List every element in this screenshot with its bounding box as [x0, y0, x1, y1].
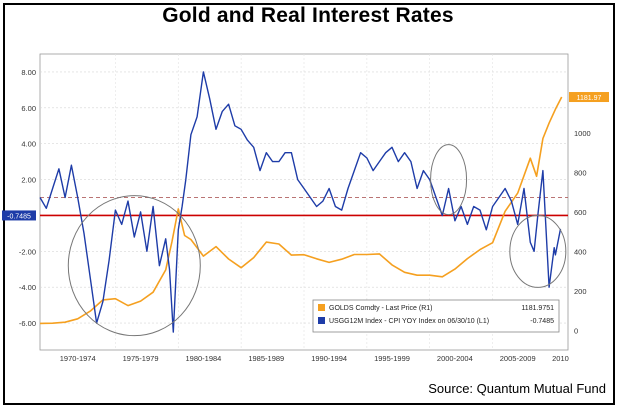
- right-tick-label: 600: [574, 208, 587, 217]
- real-rate-series: [39, 71, 562, 333]
- gridlines: [40, 54, 568, 350]
- legend-value: 1181.9751: [521, 305, 554, 312]
- legend-swatch: [318, 317, 325, 324]
- x-tick-label: 1990-1994: [311, 354, 347, 363]
- legend-box: [312, 299, 560, 333]
- left-tick-label: 6.00: [21, 104, 36, 113]
- gold-price-line: [39, 96, 563, 325]
- x-tick-label: 2000-2004: [437, 354, 473, 363]
- chart-title: Gold and Real Interest Rates: [162, 4, 454, 27]
- legend-swatch: [318, 304, 325, 311]
- legend-label: USGG12M Index - CPI YOY Index on 06/30/1…: [329, 318, 489, 325]
- annotation-circle: [430, 144, 468, 216]
- x-tick-label: 1995-1999: [374, 354, 410, 363]
- right-value-marker-label: 1181.97: [577, 95, 602, 102]
- gold-series: [39, 96, 563, 325]
- axis-markers: -0.7485 1181.97: [2, 92, 609, 221]
- left-value-marker-label: -0.7485: [7, 213, 31, 220]
- left-tick-label: -2.00: [19, 247, 36, 256]
- x-tick-label: 2005-2009: [500, 354, 536, 363]
- real-rate-line: [39, 71, 562, 333]
- legend-value: -0.7485: [530, 318, 554, 325]
- x-axis: 1970-1974 1975-1979 1980-1984 1985-1989 1990…: [60, 354, 569, 363]
- reference-lines: [40, 197, 568, 217]
- left-tick-label: -4.00: [19, 283, 36, 292]
- left-tick-label: 8.00: [21, 68, 36, 77]
- right-value-marker: [569, 92, 609, 103]
- right-tick-label: 400: [574, 247, 587, 256]
- x-tick-label: 2010: [552, 354, 569, 363]
- right-tick-label: 0: [574, 326, 578, 335]
- left-tick-label: 2.00: [21, 176, 36, 185]
- annotation-circle: [509, 214, 567, 288]
- annotation-circle: [67, 195, 201, 337]
- left-tick-label: 4.00: [21, 140, 36, 149]
- x-tick-label: 1980-1984: [185, 354, 221, 363]
- right-tick-label: 200: [574, 287, 587, 296]
- source-note: Source: Quantum Mutual Fund: [428, 381, 606, 396]
- left-value-marker: [2, 210, 36, 221]
- right-tick-label: 1000: [574, 129, 591, 138]
- legend-label: GOLDS Comdty - Last Price (R1): [329, 305, 432, 312]
- x-tick-label: 1985-1989: [248, 354, 284, 363]
- annotation-circles: [67, 144, 567, 337]
- right-tick-label: 800: [574, 168, 587, 177]
- x-tick-label: 1975-1979: [123, 354, 159, 363]
- left-tick-label: -6.00: [19, 319, 36, 328]
- right-axis: 1000 800 600 400 200 0: [574, 129, 591, 335]
- legend: GOLDS Comdty - Last Price (R1) 1181.9751 U…: [312, 299, 560, 333]
- x-tick-label: 1970-1974: [60, 354, 96, 363]
- left-axis: 8.006.004.002.000.00-2.00-4.00-6.00: [19, 68, 36, 328]
